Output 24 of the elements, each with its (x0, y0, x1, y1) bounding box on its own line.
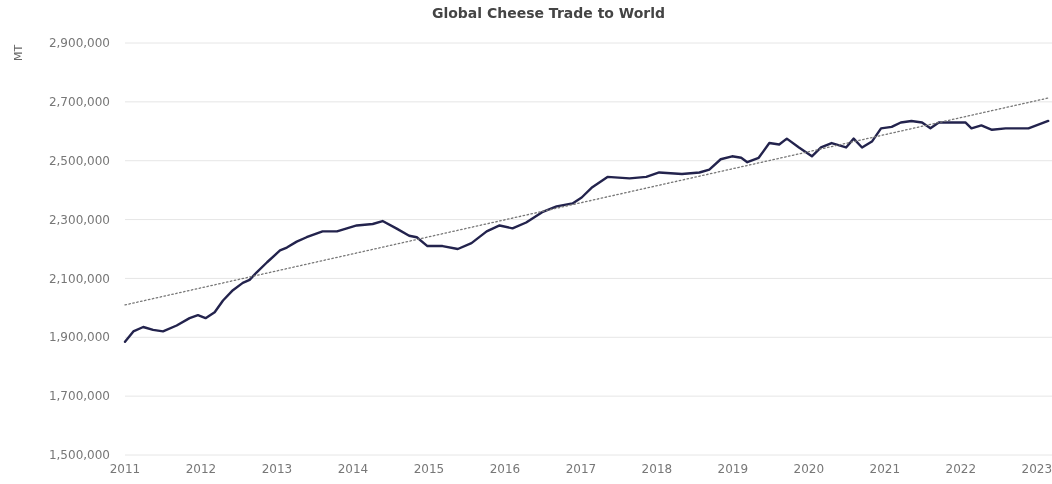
y-tick-label: 2,900,000 (48, 36, 110, 51)
y-tick-label: 1,900,000 (48, 330, 110, 345)
x-tick-label: 2014 (337, 462, 369, 476)
x-tick-label: 2020 (793, 462, 825, 476)
y-tick-label: 1,500,000 (48, 448, 110, 463)
line-series (123, 119, 1050, 343)
x-tick-label: 2011 (109, 462, 141, 476)
x-tick-label: 2018 (641, 462, 673, 476)
x-tick-label: 2012 (185, 462, 217, 476)
y-tick-label: 2,300,000 (48, 212, 110, 227)
x-tick-label: 2023 (1021, 462, 1052, 476)
x-tick-label: 2022 (945, 462, 977, 476)
x-tick-label: 2019 (717, 462, 749, 476)
y-tick-label: 2,100,000 (48, 271, 110, 286)
x-tick-label: 2016 (489, 462, 521, 476)
chart-title: Global Cheese Trade to World (431, 5, 666, 21)
y-axis-title: MT (12, 44, 25, 62)
x-tick-label: 2013 (261, 462, 293, 476)
x-tick-label: 2017 (565, 462, 597, 476)
y-tick-label: 2,700,000 (48, 95, 110, 110)
y-tick-label: 2,500,000 (48, 153, 110, 168)
x-tick-label: 2021 (869, 462, 901, 476)
x-tick-label: 2015 (413, 462, 445, 476)
y-tick-label: 1,700,000 (48, 389, 110, 404)
